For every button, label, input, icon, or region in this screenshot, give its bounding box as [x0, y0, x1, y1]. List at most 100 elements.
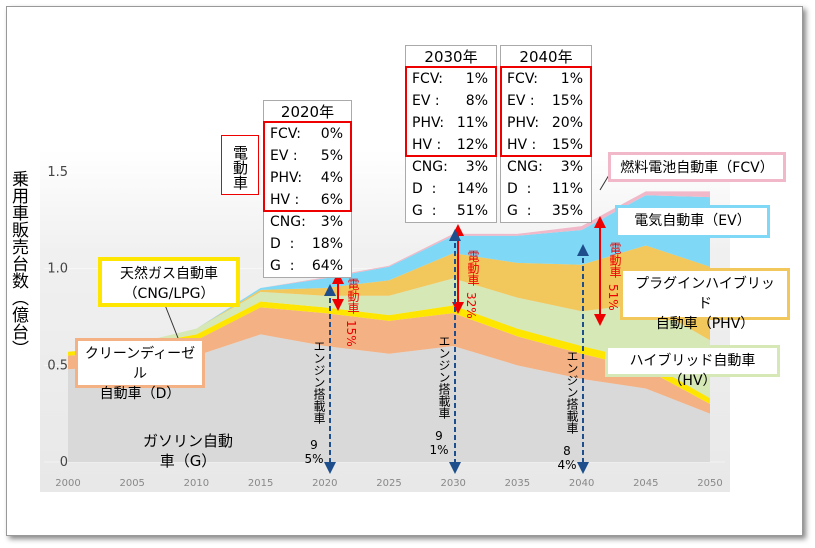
y-axis-label: 乗用車販売台数（億台） — [8, 170, 28, 357]
row-value: 3% — [320, 214, 343, 230]
row-value: 35% — [551, 203, 583, 219]
series-label: ガソリン自動車（G） — [142, 432, 233, 470]
engine-share: 95% — [304, 438, 324, 466]
row-label: D : — [507, 181, 532, 197]
ev-label: 電動車 — [466, 250, 480, 286]
annotation-row: CNG: 3% — [406, 156, 496, 178]
x-tick-label: 2030 — [440, 478, 465, 489]
row-label: CNG: — [507, 159, 543, 175]
ev-share: 15% — [344, 320, 358, 347]
series-label: 電気自動車（EV） — [615, 205, 770, 238]
row-value: 15% — [551, 93, 583, 109]
annotation-title: 2030年 — [424, 48, 478, 66]
annotation-box: 2020年 FCV: 0% EV : 5% PHV: 4% HV : 6% CNG: 3% D : 18… — [263, 100, 352, 278]
row-label: CNG: — [270, 214, 306, 230]
annotation-row: D : 11% — [501, 178, 591, 200]
ev-label: 電動車 — [346, 278, 360, 314]
row-value: 3% — [465, 159, 488, 175]
row-label: PHV: — [412, 115, 445, 131]
annotation-box: 2030年 FCV: 1% EV : 8% PHV: 11% HV : 12% CNG: 3% D :… — [405, 45, 497, 223]
annotation-row: EV : 15% — [501, 90, 591, 112]
row-label: PHV: — [270, 170, 303, 186]
annotation-row: FCV: 1% — [406, 68, 496, 90]
annotation-row: G : 35% — [501, 200, 591, 222]
annotation-row: FCV: 0% — [264, 123, 351, 145]
area — [68, 278, 710, 399]
annotation-title: 2040年 — [519, 48, 573, 66]
ev-share: 51% — [606, 284, 620, 311]
row-label: FCV: — [412, 71, 443, 87]
x-tick-label: 2005 — [119, 478, 144, 489]
row-value: 20% — [551, 115, 583, 131]
row-value: 1% — [560, 71, 583, 87]
row-value: 5% — [320, 148, 343, 164]
annotation-row: D : 18% — [264, 233, 351, 255]
row-value: 12% — [456, 137, 488, 153]
row-label: HV : — [270, 192, 300, 208]
row-value: 11% — [456, 115, 488, 131]
row-label: EV : — [507, 93, 535, 109]
series-label: クリーンディーゼル 自動車（D） — [75, 338, 205, 402]
ev-share: 32% — [464, 292, 478, 319]
area — [68, 334, 710, 462]
row-label: PHV: — [507, 115, 540, 131]
annotation-row: PHV: 4% — [264, 167, 351, 189]
row-value: 3% — [560, 159, 583, 175]
ev-label: 電動車 — [608, 242, 622, 278]
ev-box-label: 電動車 — [221, 135, 259, 195]
row-value: 64% — [311, 258, 343, 274]
annotation-row: G : 64% — [264, 255, 351, 277]
row-label: HV : — [412, 137, 442, 153]
annotation-box: 2040年 FCV: 1% EV : 15% PHV: 20% HV : 15% CNG: 3% D … — [500, 45, 592, 223]
leader — [164, 304, 179, 339]
series-label: 燃料電池自動車（FCV） — [608, 152, 786, 182]
highlight-box — [500, 66, 592, 157]
row-label: CNG: — [412, 159, 448, 175]
x-tick-label: 2045 — [633, 478, 658, 489]
row-value: 4% — [320, 170, 343, 186]
annotation-row: G : 51% — [406, 200, 496, 222]
y-tick-label: 1.0 — [47, 262, 68, 277]
area — [68, 245, 710, 352]
row-label: EV : — [270, 148, 298, 164]
engine-label: エンジン搭載車 — [565, 350, 579, 434]
engine-label: エンジン搭載車 — [312, 340, 326, 424]
annotation-row: EV : 5% — [264, 145, 351, 167]
y-tick-label: 0.5 — [47, 358, 68, 373]
x-tick-label: 2010 — [184, 478, 209, 489]
area — [68, 195, 710, 352]
annotation-row: CNG: 3% — [264, 211, 351, 233]
row-value: 8% — [465, 93, 488, 109]
x-tick-label: 2015 — [248, 478, 273, 489]
x-tick-label: 2035 — [505, 478, 530, 489]
highlight-box — [263, 121, 352, 212]
row-label: G : — [270, 258, 295, 274]
x-tick-label: 2025 — [376, 478, 401, 489]
annotation-row: PHV: 11% — [406, 112, 496, 134]
row-value: 18% — [311, 236, 343, 252]
row-value: 11% — [551, 181, 583, 197]
series-label: ハイブリッド自動車（HV） — [605, 345, 780, 389]
engine-share: 84% — [557, 444, 577, 472]
row-value: 15% — [551, 137, 583, 153]
row-value: 14% — [456, 181, 488, 197]
row-label: FCV: — [270, 126, 301, 142]
area — [68, 307, 710, 414]
annotation-row: EV : 8% — [406, 90, 496, 112]
row-label: FCV: — [507, 71, 538, 87]
row-value: 1% — [465, 71, 488, 87]
y-tick-label: 0 — [60, 455, 68, 470]
row-label: G : — [412, 203, 437, 219]
annotation-row: HV : 12% — [406, 134, 496, 156]
y-tick-label: 1.5 — [47, 165, 68, 180]
row-value: 0% — [320, 126, 343, 142]
row-value: 6% — [320, 192, 343, 208]
row-label: D : — [412, 181, 437, 197]
annotation-row: HV : 15% — [501, 134, 591, 156]
row-label: EV : — [412, 93, 440, 109]
x-tick-label: 2040 — [569, 478, 594, 489]
area — [68, 191, 710, 352]
series-label: 天然ガス自動車 （CNG/LPG） — [98, 257, 240, 307]
row-label: D : — [270, 236, 295, 252]
